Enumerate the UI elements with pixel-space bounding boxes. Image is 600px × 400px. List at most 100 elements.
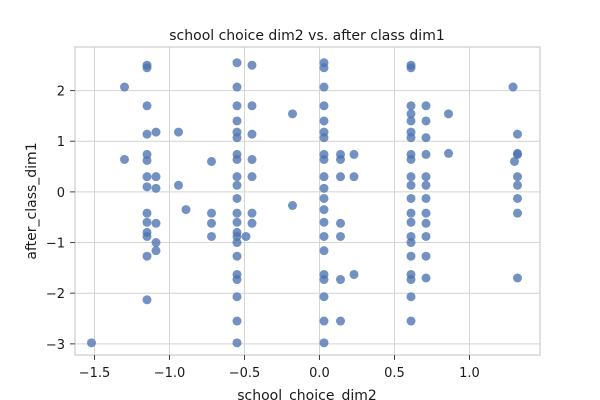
y-tick-label: −2 — [46, 287, 65, 302]
data-point — [232, 133, 242, 143]
data-point — [513, 180, 522, 190]
data-point — [421, 273, 431, 283]
data-point — [319, 193, 329, 203]
data-point — [232, 116, 242, 126]
data-point — [142, 208, 152, 218]
data-point — [247, 129, 257, 139]
data-point — [247, 172, 257, 182]
data-point — [247, 101, 257, 111]
data-point — [421, 193, 431, 203]
data-point — [120, 154, 129, 164]
data-point — [349, 172, 359, 182]
data-point — [232, 238, 242, 248]
data-point — [207, 208, 216, 218]
data-point — [232, 193, 242, 203]
data-point — [406, 208, 416, 218]
data-point — [406, 116, 416, 126]
data-point — [247, 60, 257, 70]
data-point — [151, 172, 161, 182]
data-point — [513, 149, 522, 159]
data-point — [319, 205, 329, 215]
data-point — [336, 154, 345, 164]
data-point — [421, 180, 431, 190]
data-point — [151, 183, 161, 193]
data-point — [232, 82, 242, 92]
data-point — [349, 269, 359, 279]
data-point — [247, 218, 257, 228]
data-point — [151, 238, 161, 248]
data-point — [319, 316, 329, 326]
x-tick-label: −0.5 — [229, 366, 261, 381]
data-points — [87, 58, 522, 348]
data-point — [87, 338, 96, 348]
data-point — [181, 205, 191, 215]
data-point — [336, 316, 345, 326]
y-axis-label: after_class_dim1 — [24, 142, 40, 259]
data-point — [288, 201, 297, 211]
data-point — [142, 129, 152, 139]
data-point — [421, 208, 431, 218]
data-point — [319, 82, 329, 92]
data-point — [232, 292, 242, 302]
data-point — [406, 193, 416, 203]
data-point — [421, 172, 431, 182]
data-point — [406, 63, 416, 73]
data-point — [406, 172, 416, 182]
data-point — [319, 217, 329, 227]
data-point — [406, 133, 416, 143]
data-point — [406, 180, 416, 190]
data-point — [232, 338, 242, 348]
data-point — [142, 101, 152, 111]
data-point — [232, 208, 242, 218]
data-point — [207, 231, 216, 241]
data-point — [174, 127, 183, 137]
data-point — [319, 292, 329, 302]
x-tick-label: −1.5 — [79, 366, 111, 381]
x-tick-label: 0.0 — [309, 366, 330, 381]
data-point — [319, 183, 329, 193]
data-point — [421, 251, 431, 261]
data-point — [336, 172, 345, 182]
data-point — [421, 231, 431, 241]
data-point — [232, 217, 242, 227]
data-point — [406, 154, 416, 164]
data-point — [142, 231, 152, 241]
data-point — [336, 231, 345, 241]
data-point — [406, 251, 416, 261]
data-point — [232, 101, 242, 111]
data-point — [406, 217, 416, 227]
data-point — [510, 156, 519, 166]
data-point — [120, 82, 129, 92]
data-point — [349, 149, 359, 159]
data-point — [421, 101, 431, 111]
x-tick-label: 1.0 — [459, 366, 480, 381]
y-tick-label: 2 — [57, 85, 65, 100]
data-point — [142, 155, 152, 165]
data-point — [513, 208, 522, 218]
data-point — [174, 180, 183, 190]
data-point — [406, 316, 416, 326]
data-point — [319, 101, 329, 111]
y-tick-label: −3 — [46, 338, 65, 353]
data-point — [207, 218, 216, 228]
data-point — [508, 82, 518, 92]
data-point — [513, 129, 522, 139]
data-point — [319, 116, 329, 126]
data-point — [421, 218, 431, 228]
data-point — [444, 148, 453, 158]
data-point — [142, 182, 152, 192]
data-point — [232, 316, 242, 326]
data-point — [232, 180, 242, 190]
data-point — [247, 208, 257, 218]
data-point — [151, 246, 161, 256]
data-point — [406, 238, 416, 248]
axis-ticks: −1.5 −1.0 −0.5 0.0 0.5 1.0 −3 −2 −1 0 1 2 — [46, 85, 480, 381]
data-point — [406, 101, 416, 111]
y-tick-label: −1 — [46, 237, 65, 252]
y-tick-label: 1 — [57, 135, 65, 150]
data-point — [406, 292, 416, 302]
data-point — [421, 149, 431, 159]
data-point — [513, 193, 522, 203]
data-point — [513, 172, 522, 182]
